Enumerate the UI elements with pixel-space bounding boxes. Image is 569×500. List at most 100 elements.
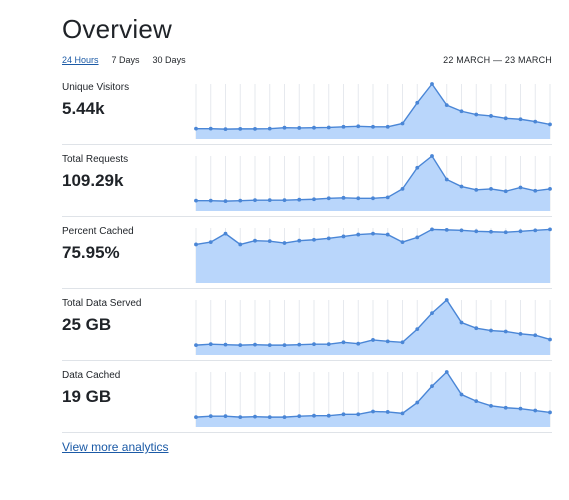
data-point: [208, 126, 213, 131]
data-point: [400, 411, 405, 416]
data-point: [385, 232, 390, 237]
data-point: [341, 195, 346, 200]
data-point: [400, 340, 405, 345]
data-point: [459, 228, 464, 233]
data-point: [208, 414, 213, 419]
data-point: [371, 124, 375, 129]
data-point: [282, 241, 287, 245]
data-point: [208, 198, 213, 203]
series-area: [196, 84, 550, 139]
data-point: [400, 121, 405, 126]
data-point: [282, 343, 287, 348]
data-point: [238, 343, 243, 348]
data-point: [341, 124, 346, 129]
data-point: [489, 328, 493, 333]
metric-row-percent-cached: Percent Cached 75.95%: [62, 217, 552, 289]
data-point: [444, 103, 449, 108]
data-point: [267, 415, 272, 420]
data-point: [208, 240, 213, 244]
data-point: [415, 235, 420, 240]
metric-value: 25 GB: [62, 315, 112, 334]
data-point: [548, 227, 552, 232]
data-point: [312, 197, 316, 202]
data-point: [194, 126, 198, 131]
metric-label: Data Cached: [62, 370, 121, 381]
data-point: [341, 340, 346, 345]
data-point: [267, 239, 272, 244]
page-title: Overview: [62, 14, 172, 44]
data-point: [415, 100, 420, 105]
data-point: [267, 198, 272, 203]
data-point: [518, 331, 523, 336]
data-point: [385, 124, 390, 129]
data-point: [371, 409, 375, 414]
data-point: [194, 415, 198, 420]
metric-value: 75.95%: [62, 243, 120, 262]
data-point: [253, 126, 257, 131]
data-point: [474, 399, 479, 404]
data-point: [385, 195, 390, 200]
data-point: [548, 337, 552, 342]
data-point: [356, 341, 361, 346]
data-point: [533, 408, 538, 413]
metric-row-data-cached: Data Cached 19 GB: [62, 361, 552, 433]
data-point: [548, 122, 552, 127]
data-point: [253, 342, 257, 347]
data-point: [238, 198, 243, 203]
data-point: [297, 197, 302, 202]
view-more-analytics-link[interactable]: View more analytics: [62, 440, 169, 454]
data-point: [415, 165, 420, 170]
data-point: [312, 342, 316, 347]
data-point: [341, 412, 346, 417]
data-point: [282, 125, 287, 130]
data-point: [326, 196, 331, 201]
data-point: [474, 187, 479, 192]
metric-label: Total Requests: [62, 154, 129, 165]
tab-24-hours[interactable]: 24 Hours: [62, 55, 99, 65]
data-point: [489, 403, 493, 408]
data-point: [223, 127, 228, 132]
time-range-tabs: 24 Hours 7 Days 30 Days: [62, 55, 186, 65]
data-point: [459, 109, 464, 114]
data-point: [238, 126, 243, 131]
data-point: [444, 227, 449, 232]
sparkline-chart-unique-visitors: [194, 82, 552, 139]
series-area: [196, 300, 550, 355]
tab-7-days[interactable]: 7 Days: [111, 55, 140, 65]
data-point: [371, 196, 375, 201]
data-point: [297, 238, 302, 243]
data-point: [400, 187, 405, 191]
data-point: [385, 410, 390, 414]
data-point: [356, 124, 361, 129]
sparkline-chart-percent-cached: [194, 227, 552, 283]
data-point: [223, 231, 228, 236]
data-point: [267, 126, 272, 131]
data-point: [223, 342, 228, 347]
tab-30-days[interactable]: 30 Days: [152, 55, 186, 65]
data-point: [548, 410, 552, 415]
data-point: [503, 189, 508, 194]
data-point: [533, 228, 538, 233]
data-point: [312, 237, 316, 242]
series-area: [196, 156, 550, 211]
data-point: [548, 187, 552, 191]
data-point: [415, 327, 420, 332]
data-point: [518, 117, 523, 122]
metric-label: Total Data Served: [62, 298, 142, 309]
data-point: [253, 198, 257, 203]
data-point: [356, 412, 361, 417]
data-point: [503, 116, 508, 121]
data-point: [474, 112, 479, 117]
series-area: [196, 229, 550, 283]
data-point: [371, 231, 375, 236]
data-point: [312, 413, 316, 418]
data-point: [518, 185, 523, 190]
data-point: [194, 242, 198, 247]
data-point: [503, 405, 508, 410]
data-point: [489, 229, 493, 234]
data-point: [385, 339, 390, 344]
data-point: [223, 414, 228, 419]
data-point: [444, 370, 449, 374]
data-point: [533, 333, 538, 338]
